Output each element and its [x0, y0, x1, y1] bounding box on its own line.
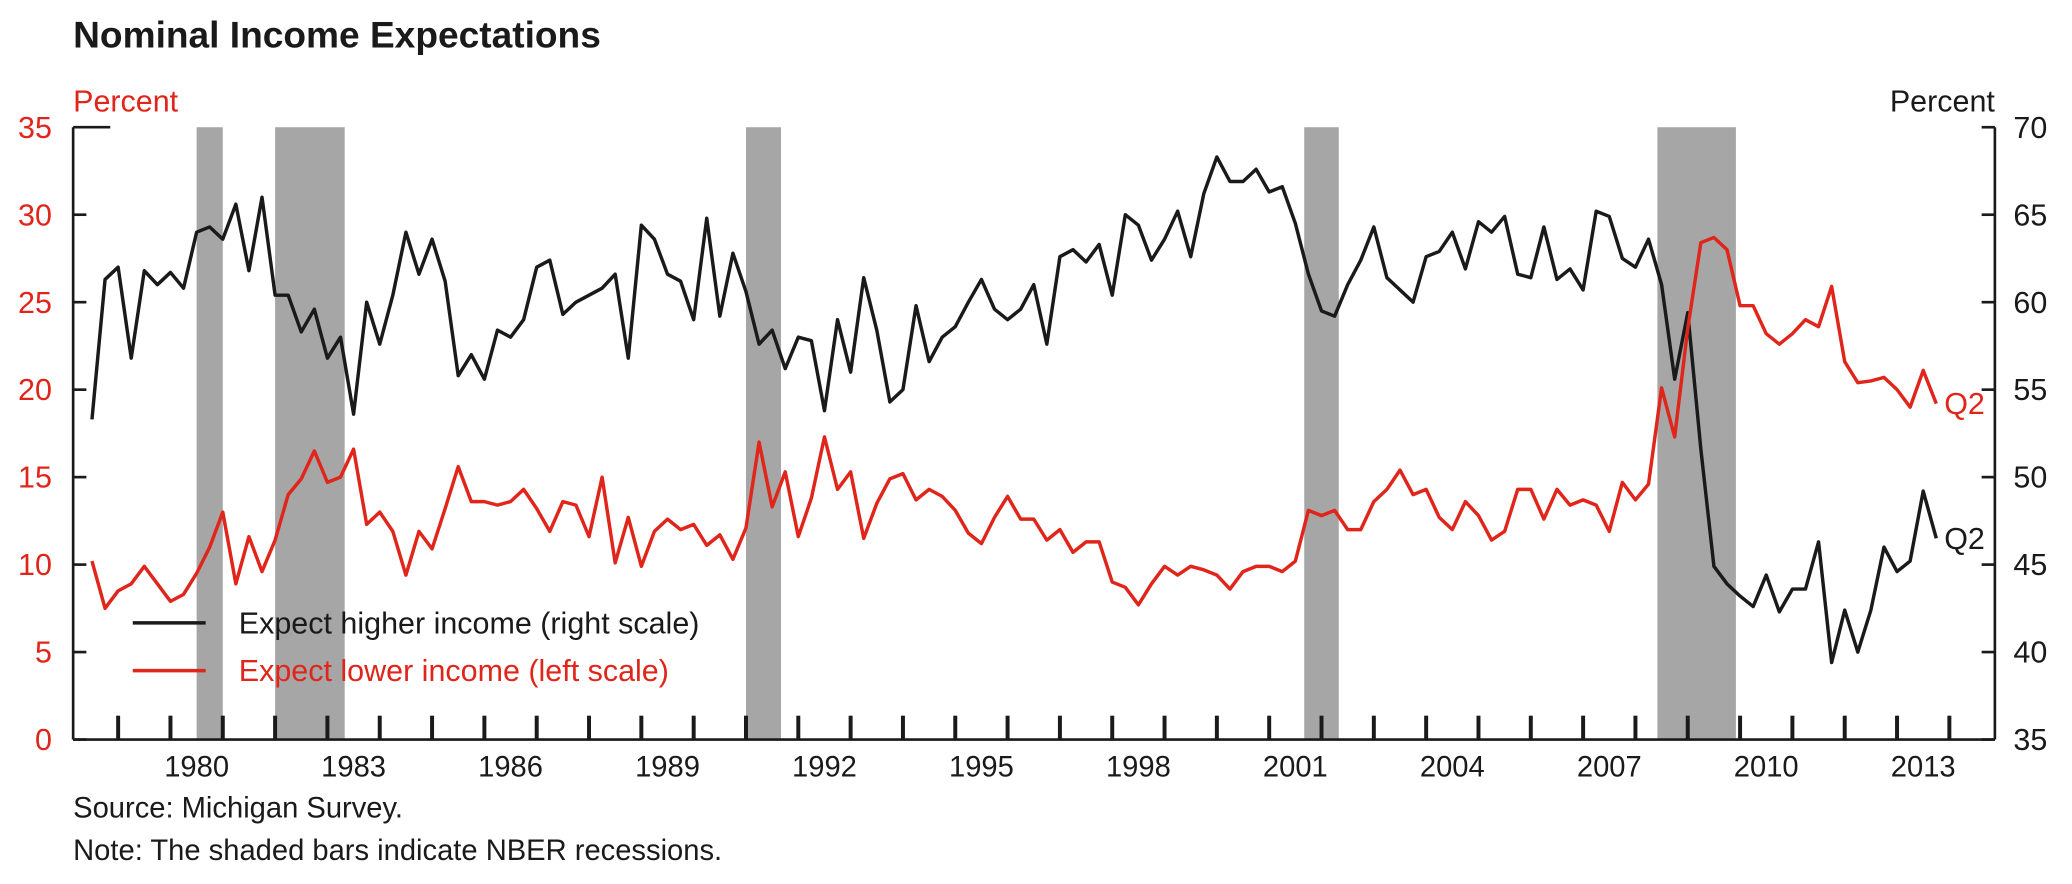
y-tick-label: 10 — [18, 548, 52, 582]
y2-axis-label: Percent — [1890, 84, 1996, 118]
recession-band — [745, 127, 782, 740]
y-tick-label: 20 — [18, 373, 52, 407]
end-label: Q2 — [1944, 522, 1985, 556]
x-tick-label: 1989 — [635, 752, 700, 784]
x-tick-label: 1998 — [1106, 752, 1171, 784]
legend-label: Expect higher income (right scale) — [239, 607, 700, 641]
x-tick-label: 2007 — [1577, 752, 1642, 784]
x-tick-label: 2010 — [1734, 752, 1799, 784]
y2-tick-label: 45 — [2013, 548, 2047, 582]
y2-tick-label: 60 — [2013, 286, 2047, 320]
x-tick-label: 1980 — [164, 752, 229, 784]
x-tick-label: 1995 — [949, 752, 1014, 784]
x-tick-label: 2001 — [1263, 752, 1328, 784]
y2-tick-label: 40 — [2013, 636, 2047, 670]
y2-tick-label: 35 — [2013, 723, 2047, 757]
x-tick-label: 2004 — [1420, 752, 1485, 784]
x-tick-label: 1986 — [478, 752, 543, 784]
legend-label: Expect lower income (left scale) — [239, 654, 669, 688]
series-line — [90, 155, 1938, 665]
y-tick-label: 0 — [35, 723, 52, 757]
y2-tick-label: 50 — [2013, 461, 2047, 495]
y2-tick-label: 70 — [2013, 111, 2047, 145]
chart-title: Nominal Income Expectations — [73, 14, 601, 56]
series-line — [90, 235, 1938, 611]
x-tick-label: 2013 — [1891, 752, 1956, 784]
recession-band — [1304, 127, 1339, 740]
source-note: Source: Michigan Survey. — [73, 793, 403, 825]
y-tick-label: 30 — [18, 198, 52, 232]
y-axis-label: Percent — [73, 84, 179, 118]
y2-tick-label: 65 — [2013, 198, 2047, 232]
recession-band — [1657, 127, 1736, 740]
x-tick-label: 1992 — [792, 752, 857, 784]
footnote: Note: The shaded bars indicate NBER rece… — [73, 835, 722, 867]
recession-band — [275, 127, 345, 740]
y-tick-label: 35 — [18, 111, 52, 145]
y-tick-label: 5 — [35, 636, 52, 670]
end-label: Q2 — [1944, 387, 1985, 421]
y-tick-label: 15 — [18, 461, 52, 495]
recession-band — [196, 127, 223, 740]
x-tick-label: 1983 — [321, 752, 386, 784]
y2-tick-label: 55 — [2013, 373, 2047, 407]
y-tick-label: 25 — [18, 286, 52, 320]
